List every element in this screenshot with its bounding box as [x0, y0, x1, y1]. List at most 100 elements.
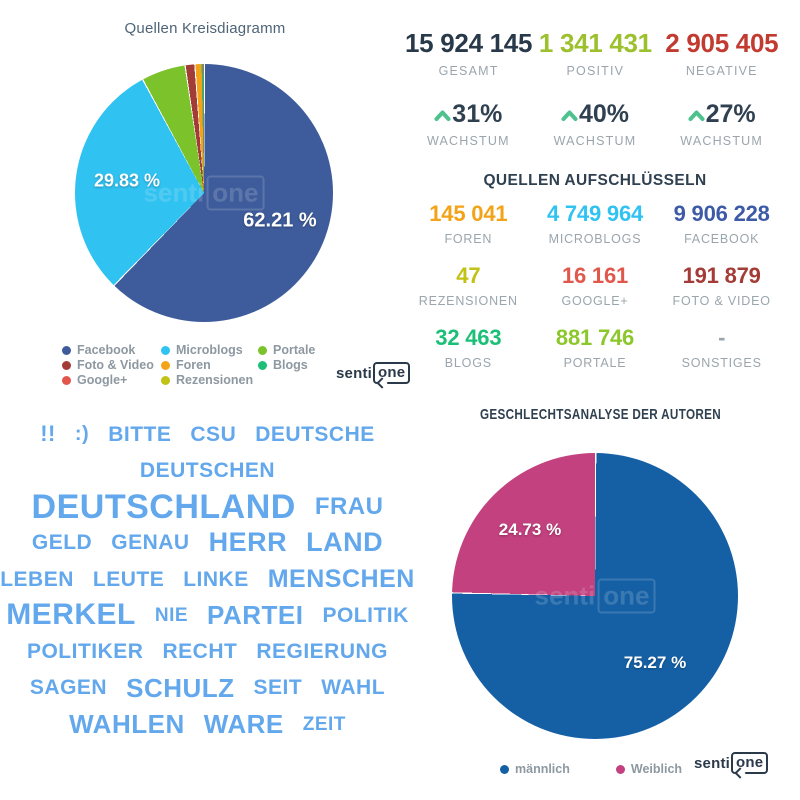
- sources-pie-title: Quellen Kreisdiagramm: [124, 20, 286, 37]
- source-stat-portale: 881 746 PORTALE: [532, 325, 659, 370]
- growth-label: WACHSTUM: [553, 134, 637, 148]
- legend-item-weiblich[interactable]: Weiblich: [615, 762, 683, 776]
- legend-dot: [62, 345, 71, 355]
- legend-label: Microblogs: [176, 343, 243, 357]
- pie-label-male-share: 75.27 %: [623, 653, 687, 672]
- legend-dot: [161, 360, 170, 370]
- source-stat-google+: 16 161 GOOGLE+: [532, 263, 659, 308]
- source-value: 32 463: [435, 325, 502, 350]
- sources-breakdown-header: QUELLEN AUFSCHLÜSSELN: [483, 172, 707, 189]
- legend-label: Foto & Video: [77, 358, 154, 372]
- legend-item-blogs[interactable]: Blogs: [258, 358, 368, 372]
- logo-text-senti: senti: [336, 364, 373, 382]
- growth-value: 40%: [532, 100, 659, 129]
- source-value: 191 879: [682, 263, 761, 288]
- cloud-word-menschen[interactable]: MENSCHEN: [267, 564, 415, 593]
- sources-pie-panel: Quellen Kreisdiagramm senti one 62.21 % 2…: [0, 0, 411, 400]
- cloud-word-bitte[interactable]: BITTE: [108, 422, 172, 446]
- source-stat-microblogs: 4 749 964 MICROBLOGS: [532, 201, 659, 246]
- cloud-word-politik[interactable]: POLITIK: [322, 603, 409, 627]
- cloud-word-deutschen[interactable]: DEUTSCHEN: [139, 458, 276, 482]
- cloud-word-recht[interactable]: RECHT: [162, 640, 238, 663]
- stat-value: 1 341 431: [538, 28, 652, 58]
- sentione-logo: senti one: [336, 362, 411, 384]
- cloud-word-sagen[interactable]: SAGEN: [29, 676, 108, 700]
- cloud-word-genau[interactable]: GENAU: [111, 531, 190, 555]
- cloud-word-zeit[interactable]: ZEIT: [302, 713, 346, 735]
- legend-item-foren[interactable]: Foren: [161, 358, 258, 372]
- word-cloud-line: SAGEN SCHULZ SEIT WAHL: [10, 670, 405, 706]
- source-label: FACEBOOK: [684, 232, 760, 246]
- source-value: 47: [456, 263, 481, 288]
- source-label: FOREN: [444, 232, 493, 246]
- source-label: REZENSIONEN: [418, 294, 518, 308]
- legend-item-portale[interactable]: Portale: [258, 343, 368, 357]
- legend-item-google+[interactable]: Google+: [62, 373, 161, 387]
- cloud-word-[interactable]: !!: [40, 421, 56, 446]
- cloud-word-[interactable]: :): [74, 423, 90, 445]
- cloud-word-geld[interactable]: GELD: [31, 531, 93, 555]
- gender-pie-legend: männlich Weiblich: [500, 762, 682, 776]
- cloud-word-ware[interactable]: WARE: [203, 709, 284, 739]
- source-value: -: [718, 325, 726, 350]
- legend-label: Weiblich: [630, 762, 683, 776]
- source-label: GOOGLE+: [561, 294, 629, 308]
- cloud-word-frau[interactable]: FRAU: [314, 492, 384, 520]
- legend-item-rezensionen[interactable]: Rezensionen: [161, 373, 258, 387]
- stat-label: POSITIV: [566, 64, 625, 78]
- stat-value: 15 924 145: [405, 28, 533, 58]
- cloud-word-herr[interactable]: HERR: [208, 527, 288, 558]
- cloud-word-merkel[interactable]: MERKEL: [6, 598, 136, 632]
- pie-label-female-share: 24.73 %: [498, 520, 562, 539]
- legend-dot: [161, 375, 170, 385]
- legend-item-männlich[interactable]: männlich: [500, 762, 570, 776]
- cloud-word-deutsche[interactable]: DEUTSCHE: [255, 422, 375, 446]
- growth-label: WACHSTUM: [680, 134, 764, 148]
- legend-item-foto-video[interactable]: Foto & Video: [62, 358, 161, 372]
- pie-label-microblogs-share: 29.83 %: [93, 170, 161, 191]
- cloud-word-seit[interactable]: SEIT: [253, 676, 303, 700]
- cloud-word-leute[interactable]: LEUTE: [92, 567, 165, 591]
- source-label: MICROBLOGS: [548, 232, 642, 246]
- cloud-word-nie[interactable]: NIE: [154, 604, 189, 626]
- growth-up-icon: [434, 110, 451, 121]
- sentione-watermark: senti one: [144, 175, 265, 211]
- cloud-word-csu[interactable]: CSU: [190, 422, 237, 446]
- cloud-word-wahlen[interactable]: WAHLEN: [69, 709, 185, 739]
- word-cloud-line: DEUTSCHEN: [10, 452, 405, 488]
- sources-pie-chart[interactable]: senti one 62.21 % 29.83 %: [75, 64, 333, 322]
- sources-pie-legend: Facebook Microblogs Portale Foto & Video For…: [62, 343, 368, 387]
- source-label: FOTO & VIDEO: [672, 294, 771, 308]
- source-stat-blogs: 32 463 BLOGS: [405, 325, 532, 370]
- source-stat-foto-video: 191 879 FOTO & VIDEO: [658, 263, 785, 308]
- legend-item-facebook[interactable]: Facebook: [62, 343, 161, 357]
- word-cloud-line: DEUTSCHLAND FRAU: [10, 489, 405, 525]
- cloud-word-linke[interactable]: LINKE: [183, 567, 249, 591]
- cloud-word-deutschland[interactable]: DEUTSCHLAND: [31, 487, 296, 526]
- source-label: SONSTIGES: [681, 356, 762, 370]
- legend-item-microblogs[interactable]: Microblogs: [161, 343, 258, 357]
- cloud-word-land[interactable]: LAND: [306, 527, 384, 558]
- cloud-word-partei[interactable]: PARTEI: [207, 600, 304, 631]
- legend-dot: [258, 360, 267, 370]
- sources-breakdown-grid: 145 041 FOREN 4 749 964 MICROBLOGS 9 906 228…: [405, 201, 785, 370]
- legend-dot: [62, 375, 71, 385]
- cloud-word-leben[interactable]: LEBEN: [0, 567, 74, 591]
- word-cloud-line: GELD GENAU HERR LAND: [10, 525, 405, 561]
- gender-pie-chart[interactable]: senti one 24.73 % 75.27 %: [452, 453, 738, 739]
- cloud-word-politiker[interactable]: POLITIKER: [26, 640, 144, 663]
- cloud-word-wahl[interactable]: WAHL: [321, 676, 386, 700]
- gender-analysis-title: GESCHLECHTSANALYSE DER AUTOREN: [479, 406, 721, 423]
- legend-dot: [258, 345, 267, 355]
- word-cloud-line: !!:) BITTE CSU DEUTSCHE: [10, 416, 405, 452]
- totals-row: 15 924 145 GESAMT 1 341 431 POSITIV 2 905 40…: [405, 28, 785, 78]
- legend-label: Facebook: [77, 343, 136, 357]
- pie-label-facebook-share: 62.21 %: [243, 209, 317, 232]
- cloud-word-schulz[interactable]: SCHULZ: [126, 672, 235, 703]
- logo-text-senti: senti: [694, 754, 731, 772]
- stat-positiv: 1 341 431 POSITIV: [532, 28, 658, 78]
- word-cloud-line: MERKEL NIE PARTEI POLITIK: [6, 597, 409, 633]
- growth-up-icon: [561, 110, 578, 121]
- source-value: 145 041: [429, 201, 508, 226]
- cloud-word-regierung[interactable]: REGIERUNG: [256, 640, 389, 663]
